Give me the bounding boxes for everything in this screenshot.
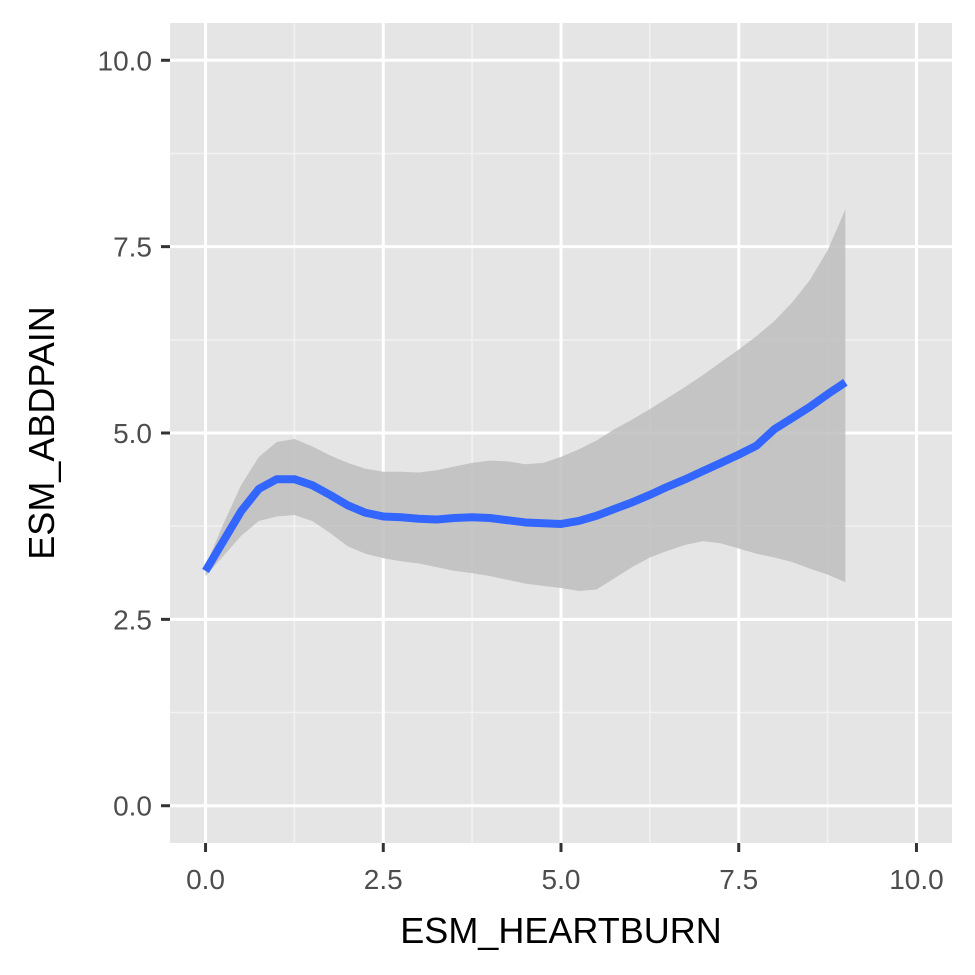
y-tick-label: 0.0 bbox=[113, 791, 152, 822]
y-tick-label: 7.5 bbox=[113, 232, 152, 263]
y-axis: 0.0 2.5 5.0 7.5 10.0 bbox=[98, 45, 170, 822]
smooth-line bbox=[202, 378, 848, 573]
confidence-band bbox=[205, 209, 846, 592]
x-axis: 0.0 2.5 5.0 7.5 10.0 bbox=[186, 843, 944, 895]
y-axis-title: ESM_ABDPAIN bbox=[21, 306, 62, 559]
x-tick-label: 0.0 bbox=[186, 864, 225, 895]
x-tick-label: 5.0 bbox=[542, 864, 581, 895]
x-axis-title: ESM_HEARTBURN bbox=[400, 910, 721, 951]
y-tick-label: 10.0 bbox=[98, 45, 153, 76]
x-tick-label: 10.0 bbox=[889, 864, 944, 895]
x-tick-label: 7.5 bbox=[719, 864, 758, 895]
y-tick-label: 2.5 bbox=[113, 604, 152, 635]
x-tick-label: 2.5 bbox=[364, 864, 403, 895]
major-gridlines bbox=[170, 23, 952, 843]
y-tick-label: 5.0 bbox=[113, 418, 152, 449]
